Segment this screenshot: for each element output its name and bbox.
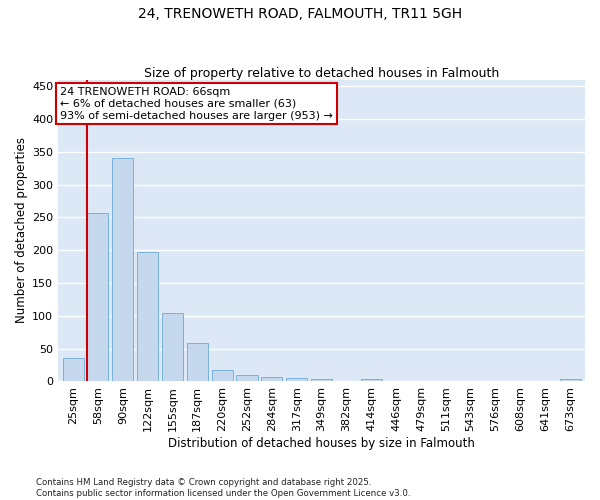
- Text: 24, TRENOWETH ROAD, FALMOUTH, TR11 5GH: 24, TRENOWETH ROAD, FALMOUTH, TR11 5GH: [138, 8, 462, 22]
- Bar: [112, 158, 133, 382]
- Bar: [187, 344, 208, 382]
- Bar: [137, 252, 158, 382]
- Bar: [311, 379, 332, 382]
- Text: Contains HM Land Registry data © Crown copyright and database right 2025.
Contai: Contains HM Land Registry data © Crown c…: [36, 478, 410, 498]
- Bar: [262, 377, 283, 382]
- Bar: [286, 378, 307, 382]
- Bar: [62, 358, 83, 382]
- Bar: [560, 379, 581, 382]
- Bar: [361, 379, 382, 382]
- Bar: [88, 213, 109, 382]
- Text: 24 TRENOWETH ROAD: 66sqm
← 6% of detached houses are smaller (63)
93% of semi-de: 24 TRENOWETH ROAD: 66sqm ← 6% of detache…: [60, 88, 333, 120]
- X-axis label: Distribution of detached houses by size in Falmouth: Distribution of detached houses by size …: [168, 437, 475, 450]
- Bar: [236, 375, 257, 382]
- Bar: [162, 312, 183, 382]
- Y-axis label: Number of detached properties: Number of detached properties: [15, 138, 28, 324]
- Bar: [212, 370, 233, 382]
- Title: Size of property relative to detached houses in Falmouth: Size of property relative to detached ho…: [144, 66, 499, 80]
